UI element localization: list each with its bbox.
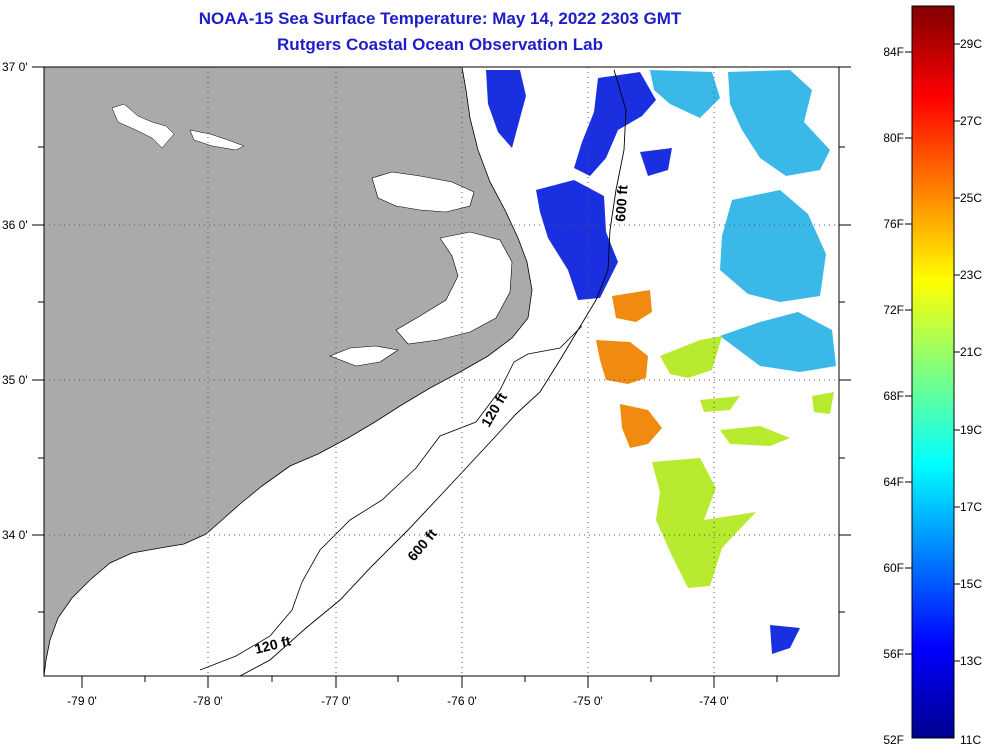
pamlico-sound [395,231,513,345]
lat-label-36: 36 0' [2,218,28,232]
colorbar-f-84: 84F [883,45,904,59]
lon-label-76: -76 0' [447,694,477,708]
map-title-line1: NOAA-15 Sea Surface Temperature: May 14,… [198,9,682,28]
lon-label-79: -79 0' [67,694,97,708]
plot-frame [43,66,840,677]
colorbar-c-25: 25C [960,191,982,205]
colorbar-f-72: 72F [883,303,904,317]
colorbar-f-80: 80F [883,131,904,145]
contour-label-600ft-north: 600 ft [612,184,631,222]
albemarle-sound [371,171,475,213]
colorbar-c-23: 23C [960,268,982,282]
contour-600ft-line [239,69,627,676]
contour-120ft-line [199,325,583,671]
sst-patch-shelf-south [652,336,834,588]
colorbar-c-13: 13C [960,654,982,668]
inland-lake [111,103,175,149]
lon-label-74: -74 0' [699,694,729,708]
colorbar-c-21: 21C [960,345,982,359]
inland-lake-2 [189,129,245,151]
colorbar-f-60: 60F [883,561,904,575]
land-mass [44,67,533,676]
colorbar-ticks [905,43,960,662]
lon-label-77: -77 0' [321,694,351,708]
colorbar-f-68: 68F [883,389,904,403]
colorbar-f-64: 64F [883,475,904,489]
lon-label-75: -75 0' [573,694,603,708]
colorbar-c-29: 29C [960,37,982,51]
colorbar-c-15: 15C [960,577,982,591]
map-title-line2: Rutgers Coastal Ocean Observation Lab [277,35,603,54]
colorbar-c-27: 27C [960,114,982,128]
lon-label-78: -78 0' [193,694,223,708]
colorbar [911,5,955,739]
sst-patch-gulfstream-east [650,70,836,372]
lat-label-34: 34 0' [2,528,28,542]
lat-label-37: 37 0' [2,60,28,74]
colorbar-c-11: 11C [960,733,981,747]
colorbar-c-19: 19C [960,423,982,437]
axis-ticks [32,66,851,688]
sst-patch-offshore-north [486,70,800,654]
colorbar-f-56: 56F [883,647,904,661]
sst-patch-warm-core [596,290,662,448]
colorbar-f-76: 76F [883,217,904,231]
colorbar-f-52: 52F [883,733,904,747]
colorbar-c-17: 17C [960,500,982,514]
lat-label-35: 35 0' [2,373,28,387]
neuse-river [329,345,399,367]
